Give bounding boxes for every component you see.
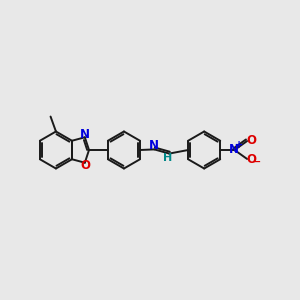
Text: N: N <box>229 142 239 156</box>
Text: N: N <box>149 139 159 152</box>
Text: O: O <box>80 159 90 172</box>
Text: O: O <box>246 134 256 147</box>
Text: H: H <box>163 153 172 163</box>
Text: N: N <box>80 128 90 141</box>
Text: +: + <box>235 140 243 150</box>
Text: O: O <box>246 153 256 166</box>
Text: −: − <box>253 156 261 166</box>
